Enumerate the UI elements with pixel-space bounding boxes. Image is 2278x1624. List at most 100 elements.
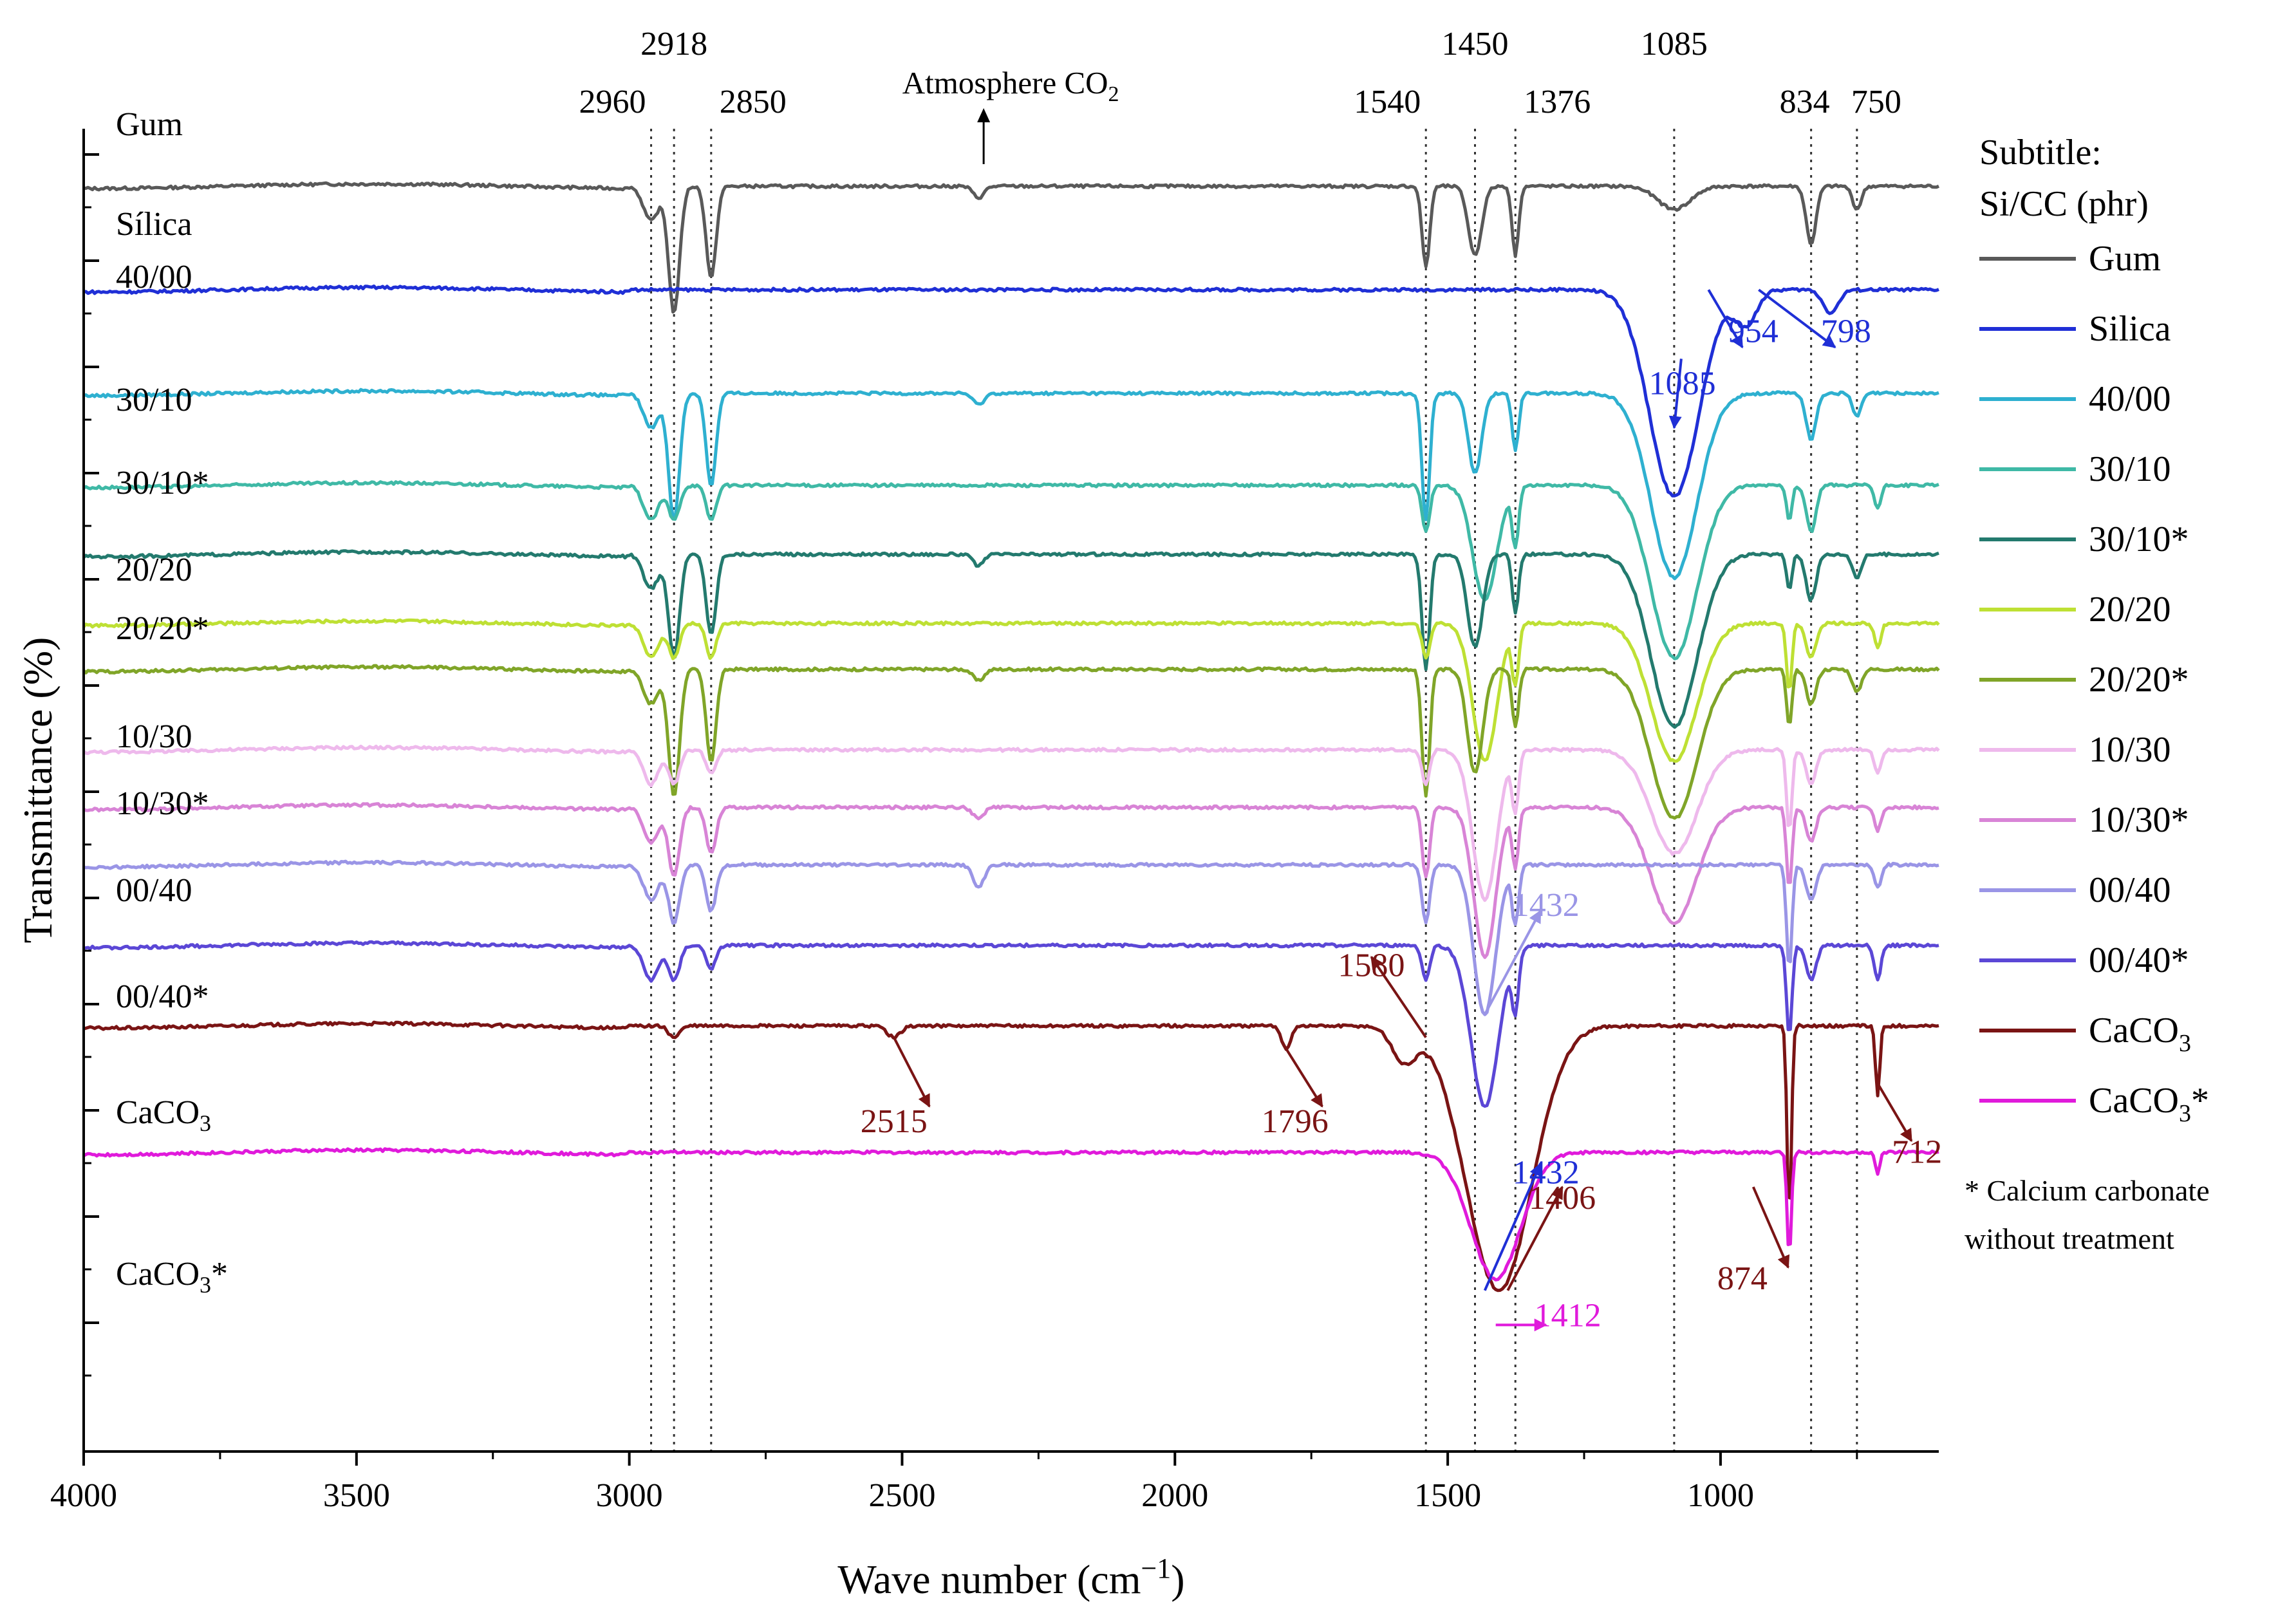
legend-item-20-20: 20/20 <box>1979 590 2171 630</box>
legend-item-caco3: CaCO3* <box>1979 1081 2209 1127</box>
legend-label: 30/10* <box>2089 519 2189 559</box>
spectrum-10-30 <box>82 802 1939 959</box>
x-tick-label-3500: 3500 <box>323 1477 390 1514</box>
reference-label-1376: 1376 <box>1524 84 1591 120</box>
spectrum-10-30 <box>82 744 1940 902</box>
x-axis-ticks: 4000 3500 3000 2500 2000 1500 1000 <box>50 1451 1858 1514</box>
legend-label: Silica <box>2089 309 2171 349</box>
annotation-arrow-1580 <box>1370 955 1427 1038</box>
annotation-label-1432: 1432 <box>1513 1154 1580 1191</box>
axes: 4000 3500 3000 2500 2000 1500 1000 <box>50 129 1939 1514</box>
series-label-10-30: 10/30 <box>116 718 192 755</box>
legend: Subtitle: Si/CC (phr) Gum Silica 40/00 30/1… <box>1965 133 2210 1255</box>
annotation-arrow-1432 <box>1483 1162 1542 1291</box>
peak-annotations: 1085 954 798 1432 1580 1432 2515 1796 1406 874 712… <box>861 288 1942 1334</box>
legend-note-2: without treatment <box>1965 1222 2174 1255</box>
annotation-label-1796: 1796 <box>1262 1103 1329 1140</box>
legend-item-caco3: CaCO3 <box>1979 1011 2191 1057</box>
legend-label: Gum <box>2089 239 2161 279</box>
legend-label: 10/30* <box>2089 800 2189 840</box>
annotation-label-1412: 1412 <box>1535 1297 1601 1334</box>
spectrum-30-10 <box>82 549 1939 729</box>
annotation-arrow-1085 <box>1668 359 1683 429</box>
legend-item-10-30: 10/30* <box>1979 800 2189 840</box>
x-tick-label-2500: 2500 <box>868 1477 935 1514</box>
annotation-label-1432: 1432 <box>1513 887 1580 924</box>
annotation-arrow-954 <box>1707 289 1744 349</box>
legend-label: 00/40 <box>2089 870 2171 910</box>
series-label-30-10: 30/10 <box>116 382 192 418</box>
reference-label-1450: 1450 <box>1442 26 1509 62</box>
series-label-00-40: 00/40* <box>116 978 209 1015</box>
series-label-20-20: 20/20* <box>116 610 209 647</box>
spectrum-20-20 <box>82 664 1940 820</box>
annotation-arrow-1796 <box>1285 1048 1323 1108</box>
annotation-arrow-1406 <box>1506 1186 1564 1291</box>
reference-label-2850: 2850 <box>720 84 787 120</box>
legend-item-10-30: 10/30 <box>1979 730 2171 770</box>
y-axis-title: Transmittance (%) <box>15 637 61 944</box>
annotation-label-1085: 1085 <box>1649 366 1716 402</box>
annotation-label-954: 954 <box>1728 313 1779 350</box>
legend-label: 20/20* <box>2089 660 2189 700</box>
series-labels: Gum Sílica 40/00 30/10 30/10* 20/20 20/20* 10/3… <box>116 106 228 1298</box>
spectrum-40-00 <box>83 387 1939 581</box>
atmosphere-arrow-head <box>977 108 991 122</box>
series-label-silica: Sílica <box>116 206 192 243</box>
spectrum-caco3 <box>82 1147 1939 1282</box>
reference-label-2918: 2918 <box>640 26 707 62</box>
atmosphere-co2-label: Atmosphere CO2 <box>902 65 1119 106</box>
annotation-label-874: 874 <box>1717 1260 1768 1297</box>
x-tick-label-1500: 1500 <box>1414 1477 1481 1514</box>
legend-title: Subtitle: <box>1979 133 2102 173</box>
legend-label: 30/10 <box>2089 449 2171 489</box>
series-label-caco3: CaCO3 <box>116 1094 211 1136</box>
legend-label: 00/40* <box>2089 940 2189 980</box>
legend-item-20-20: 20/20* <box>1979 660 2189 700</box>
reference-label-1085: 1085 <box>1641 26 1708 62</box>
spectrum-00-40 <box>84 940 1939 1108</box>
spectrum-silica <box>83 285 1939 498</box>
legend-item-00-40: 00/40* <box>1979 940 2189 980</box>
legend-item-gum: Gum <box>1979 239 2161 279</box>
x-tick-label-4000: 4000 <box>50 1477 117 1514</box>
reference-label-1540: 1540 <box>1354 84 1421 120</box>
annotation-arrow-874 <box>1751 1186 1790 1269</box>
series-label-00-40: 00/40 <box>116 872 192 909</box>
annotation-arrow-2515 <box>892 1036 931 1108</box>
legend-items: Gum Silica 40/00 30/10 30/10* 20/20 20/20* 10/3… <box>1979 239 2209 1127</box>
legend-item-silica: Silica <box>1979 309 2171 349</box>
series-label-caco3: CaCO3* <box>116 1256 228 1298</box>
x-tick-label-3000: 3000 <box>596 1477 663 1514</box>
reference-label-834: 834 <box>1780 84 1830 120</box>
legend-label: CaCO3* <box>2089 1081 2209 1127</box>
y-axis-ticks <box>84 153 99 1377</box>
spectrum-20-20 <box>82 618 1940 763</box>
reference-line-labels: 2960 2918 2850 1540 1450 1376 1085 834 750 <box>579 26 1901 120</box>
reference-lines <box>650 129 1858 1451</box>
annotation-arrow-1432 <box>1483 910 1542 1015</box>
annotation-label-712: 712 <box>1892 1134 1942 1171</box>
legend-label: 20/20 <box>2089 590 2171 630</box>
spectrum-gum <box>83 181 1940 314</box>
legend-item-00-40: 00/40 <box>1979 870 2171 910</box>
atmosphere-co2-note: Atmosphere CO2 <box>902 65 1119 164</box>
series-lines <box>82 181 1940 1293</box>
series-label-20-20: 20/20 <box>116 552 192 588</box>
annotation-label-1580: 1580 <box>1338 947 1405 984</box>
legend-item-30-10: 30/10 <box>1979 449 2171 489</box>
annotation-label-2515: 2515 <box>861 1103 928 1140</box>
reference-label-2960: 2960 <box>579 84 646 120</box>
legend-item-30-10: 30/10* <box>1979 519 2189 559</box>
x-tick-label-1000: 1000 <box>1687 1477 1754 1514</box>
spectrum-30-10 <box>82 480 1939 660</box>
legend-label: CaCO3 <box>2089 1011 2191 1057</box>
series-label-40-00: 40/00 <box>116 259 192 295</box>
annotation-arrow-798 <box>1758 288 1836 349</box>
x-axis-title: Wave number (cm−1) <box>837 1553 1184 1602</box>
series-label-30-10: 30/10* <box>116 465 209 501</box>
legend-item-40-00: 40/00 <box>1979 379 2171 419</box>
annotation-arrow-712 <box>1876 1083 1913 1143</box>
spectrum-00-40 <box>83 859 1939 1016</box>
